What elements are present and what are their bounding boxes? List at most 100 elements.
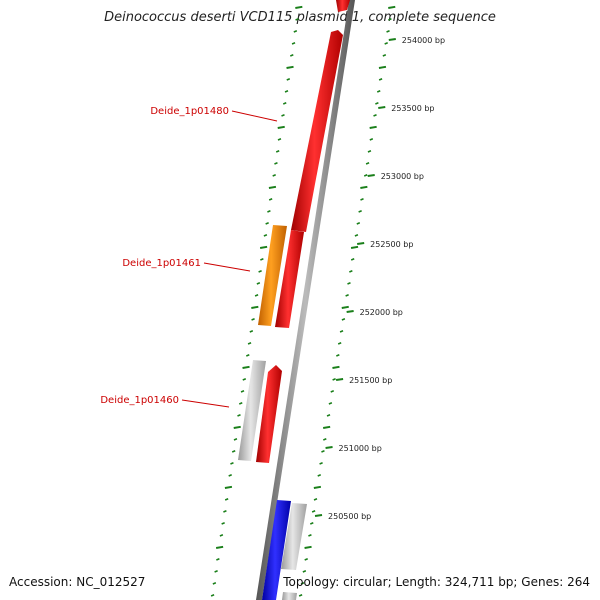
major-tick xyxy=(251,305,259,309)
leader-line-deide-1p01461 xyxy=(203,262,251,272)
tick-mark xyxy=(367,174,375,177)
minor-tick xyxy=(251,318,255,321)
minor-tick xyxy=(317,474,322,477)
minor-tick xyxy=(233,438,238,441)
minor-tick xyxy=(268,198,273,201)
gene-gray-bottom-tail xyxy=(282,592,297,600)
minor-tick xyxy=(247,342,252,345)
minor-tick xyxy=(254,294,259,297)
minor-tick xyxy=(231,450,236,453)
minor-tick xyxy=(336,354,340,357)
minor-tick xyxy=(258,270,262,273)
minor-tick xyxy=(267,210,271,213)
minor-tick xyxy=(311,510,316,513)
genes-value: 264 xyxy=(567,575,590,589)
minor-tick xyxy=(224,498,229,501)
minor-tick xyxy=(284,90,289,93)
tick-label: 250500 bp xyxy=(328,512,371,521)
minor-tick xyxy=(330,390,335,393)
tick-label: 252000 bp xyxy=(360,308,403,317)
minor-tick xyxy=(367,150,372,153)
major-tick xyxy=(388,5,396,9)
genes-label: Genes: xyxy=(521,575,564,589)
minor-tick xyxy=(328,402,333,405)
topology-value: circular xyxy=(343,575,388,589)
minor-tick xyxy=(332,378,336,381)
gene-gray-bottom xyxy=(281,503,307,570)
major-tick xyxy=(215,545,224,549)
major-tick xyxy=(268,185,277,189)
gene-deide-1p01480 xyxy=(291,30,343,232)
map-title: Deinococcus deserti VCD115 plasmid 1, co… xyxy=(104,10,496,25)
major-tick xyxy=(259,245,268,249)
major-tick xyxy=(224,485,233,489)
minor-tick xyxy=(349,270,353,273)
topology-label: Topology: xyxy=(283,575,340,589)
tick-labels: 254000 bp 253500 bp 253000 bp 252500 bp 2520… xyxy=(314,36,445,521)
gene-red-top xyxy=(336,0,350,12)
tick-mark xyxy=(378,106,386,109)
minor-tick xyxy=(386,30,390,33)
major-tick xyxy=(277,125,285,129)
accession-value: NC_012527 xyxy=(76,575,146,589)
footer-genome-info: Topology: circular; Length: 324,711 bp; … xyxy=(283,575,590,589)
minor-tick xyxy=(365,162,370,165)
minor-tick xyxy=(309,522,314,525)
length-value: 324,711 bp xyxy=(444,575,514,589)
tick-label: 254000 bp xyxy=(402,36,445,45)
minor-tick xyxy=(358,210,362,213)
minor-tick xyxy=(275,150,280,153)
major-tick xyxy=(322,425,331,429)
major-tick xyxy=(242,365,250,369)
major-tick xyxy=(304,545,312,549)
minor-tick xyxy=(219,534,224,537)
minor-tick xyxy=(293,30,298,33)
major-tick xyxy=(360,185,368,189)
minor-tick xyxy=(373,114,377,117)
minor-tick xyxy=(388,18,392,21)
minor-tick xyxy=(300,582,305,585)
minor-tick xyxy=(382,54,387,57)
minor-tick xyxy=(214,570,218,573)
gene-deide-1p01460 xyxy=(238,360,266,461)
minor-tick xyxy=(321,450,325,453)
minor-tick xyxy=(286,78,291,81)
minor-tick xyxy=(369,138,374,141)
minor-tick xyxy=(238,402,243,405)
minor-tick xyxy=(326,414,331,417)
minor-tick xyxy=(272,174,276,177)
minor-tick xyxy=(228,474,232,477)
accession-label: Accession: xyxy=(9,575,73,589)
minor-tick xyxy=(304,558,308,561)
minor-tick xyxy=(256,282,261,285)
tick-label: 253000 bp xyxy=(381,172,424,181)
gene-label-deide-1p01480[interactable]: Deide_1p01480 xyxy=(150,106,229,117)
minor-tick xyxy=(242,378,247,381)
tick-mark xyxy=(388,38,396,41)
major-tick xyxy=(295,5,303,9)
leader-line-deide-1p01480 xyxy=(231,110,278,122)
gene-label-deide-1p01461[interactable]: Deide_1p01461 xyxy=(122,258,201,269)
gene-label-deide-1p01460[interactable]: Deide_1p01460 xyxy=(100,395,179,406)
minor-tick xyxy=(308,534,312,537)
minor-tick xyxy=(216,558,220,561)
gene-deide-1p01461 xyxy=(258,225,287,326)
minor-tick xyxy=(265,222,269,225)
minor-tick xyxy=(210,594,215,597)
minor-tick xyxy=(337,342,342,345)
minor-tick xyxy=(376,90,381,93)
minor-tick xyxy=(291,42,296,45)
minor-tick xyxy=(341,318,346,321)
minor-tick xyxy=(282,102,287,105)
major-tick xyxy=(332,365,340,369)
minor-tick xyxy=(339,330,344,333)
length-label: Length: xyxy=(395,575,441,589)
tick-label: 251000 bp xyxy=(339,444,382,453)
minor-tick xyxy=(281,114,285,117)
minor-tick xyxy=(237,414,241,417)
minor-tick xyxy=(298,594,303,597)
tick-label: 251500 bp xyxy=(349,376,392,385)
minor-tick xyxy=(345,294,349,297)
minor-tick xyxy=(319,462,323,465)
